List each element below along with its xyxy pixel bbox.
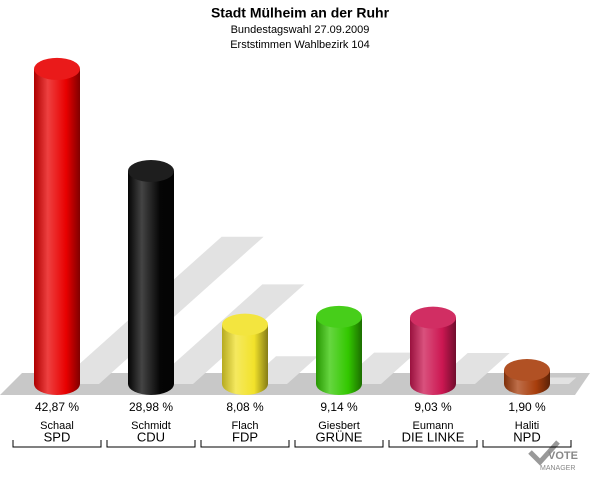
category-bracket [12,440,102,448]
logo-text: VOTE [548,450,578,462]
bar-bottom [128,373,174,395]
bar [34,57,80,395]
category-bracket [482,440,572,448]
category-bracket [106,440,196,448]
logo-check [528,440,560,466]
bars [34,57,550,395]
candidate-label: Eumann [413,420,454,432]
bar-body [410,317,456,384]
x-tick-label: NPD [513,429,540,444]
bar [128,159,174,395]
value-label: 9,14 % [320,400,358,414]
value-label: 1,90 % [508,400,546,414]
bar-body [316,316,362,384]
bar-top [222,313,268,336]
bar [222,313,268,395]
bar [410,306,456,395]
bar-bottom [222,373,268,395]
bar-body [128,170,174,384]
bar-top [128,159,174,182]
chart-title: Stadt Mülheim an der Ruhr [211,5,390,21]
bar-top [504,359,550,382]
bar-body [34,68,80,384]
category-bracket [388,440,478,448]
value-label: 8,08 % [226,400,264,414]
candidate-label: Schmidt [131,420,171,432]
bar-top [316,305,362,328]
candidate-label: Schaal [40,420,74,432]
chart-subtitle: Bundestagswahl 27.09.2009 [231,24,370,36]
logo-text: MANAGER [540,465,575,472]
value-label: 9,03 % [414,400,452,414]
value-label: 28,98 % [129,400,173,414]
x-tick-label: SPD [44,429,71,444]
x-tick-label: FDP [232,429,258,444]
value-label: 42,87 % [35,400,79,414]
bar-top [34,57,80,80]
candidate-label: Giesbert [318,420,360,432]
bar-bottom [34,373,80,395]
x-tick-label: GRÜNE [316,429,363,444]
x-tick-label: CDU [137,429,165,444]
candidate-label: Haliti [515,420,539,432]
bar-bottom [316,373,362,395]
bar-bottom [410,373,456,395]
bar-top [410,306,456,329]
x-tick-label: DIE LINKE [402,429,465,444]
bar [504,359,550,395]
category-bracket [294,440,384,448]
bar [316,305,362,395]
candidate-label: Flach [232,420,259,432]
category-bracket [200,440,290,448]
chart-subtitle: Erststimmen Wahlbezirk 104 [230,39,370,51]
logo: VOTE MANAGER [528,440,578,472]
